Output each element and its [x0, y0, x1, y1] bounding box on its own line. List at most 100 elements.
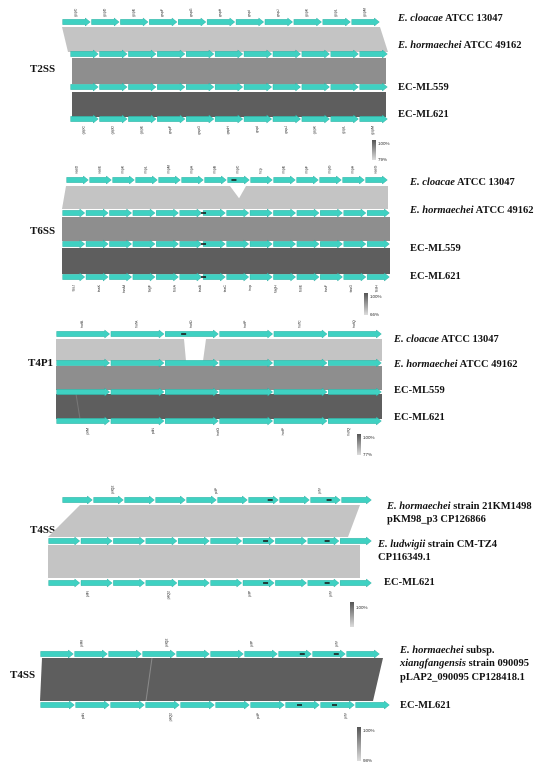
gene-name-label: tssB [198, 284, 202, 292]
gene-arrow [320, 700, 355, 710]
gene-arrow [56, 358, 111, 368]
gene-name-label: tssM [122, 285, 126, 293]
gene-arrow [273, 175, 296, 185]
gene-arrow [250, 700, 285, 710]
intergenic-gap-marker [201, 243, 207, 245]
gene-arrow [110, 358, 165, 368]
gene-arrow [243, 49, 273, 59]
gene-arrow [109, 239, 133, 249]
link-t4p1-3 [56, 394, 382, 419]
gene-arrow [219, 387, 274, 397]
strain-name-part: E. hormaechei [397, 40, 462, 51]
strain-name-part: E. hormaechei [399, 645, 464, 656]
gene-arrow [330, 114, 359, 124]
strain-label: E. hormaechei subsp. [399, 645, 495, 656]
legend-max: 100% [363, 435, 375, 440]
strain-label: E. ludwigii strain CM-TZ4 [377, 539, 498, 550]
gene-name-label: gspI [247, 10, 251, 17]
intergenic-gap-marker [333, 653, 339, 655]
gene-name-label: gspH [226, 126, 230, 135]
intergenic-gap-marker [263, 540, 269, 542]
gene-arrow [178, 17, 207, 27]
gene-arrow [48, 578, 81, 588]
gene-name-label: gspF [160, 8, 164, 17]
gene-name-label: tssK [97, 284, 101, 292]
track-t6ss-ehormaechei [62, 208, 390, 218]
gene-arrow [293, 17, 322, 27]
gene-arrow [149, 17, 178, 27]
gene-labels-t4ss-b-top: pilM pilQ2 pilP pilV [80, 639, 339, 647]
gene-name-label: pilV [317, 487, 321, 494]
gene-arrow [296, 208, 320, 218]
gene-arrow [93, 495, 124, 505]
gene-name-label: hofQ [346, 428, 350, 436]
gene-name-label: impH [351, 165, 355, 174]
gene-name-label: hofC [298, 320, 302, 328]
strain-name-part: CP116349.1 [378, 552, 431, 563]
gene-arrow [296, 239, 320, 249]
gene-arrow [275, 578, 307, 588]
strain-name-part: EC-ML559 [410, 243, 461, 254]
gene-arrow [248, 495, 279, 505]
strain-label-line2: CP116349.1 [378, 552, 431, 563]
gene-arrow [366, 239, 390, 249]
track-t2ss-ecml559 [70, 82, 388, 92]
gene-arrow [156, 272, 179, 282]
gene-arrow [85, 239, 109, 249]
gene-labels-t4p1-top: hofB hofA hofD hofP hofC hofQ [80, 320, 356, 328]
strain-label: EC-ML621 [394, 412, 445, 423]
gene-arrow [109, 272, 133, 282]
identity-legend-t2ss: 100% 79% [372, 140, 390, 162]
gene-name-label: gspM [363, 8, 367, 17]
legend-max: 100% [378, 141, 390, 146]
gene-name-label: pilP [256, 712, 260, 719]
gene-arrow [330, 82, 359, 92]
gene-labels-t4ss-b-bottom: pilN pilQ2 pilP pilV [81, 712, 348, 721]
gene-name-label: impG [328, 165, 332, 174]
gene-arrow [186, 82, 215, 92]
gene-name-label: gspL [334, 9, 338, 17]
legend-min: 66% [370, 312, 379, 317]
gene-arrow [279, 495, 310, 505]
identity-legend-t6ss: 100% 66% [364, 293, 382, 317]
gene-arrow [320, 239, 343, 249]
strain-label-line2: xiangfangensis strain 090095 [399, 658, 529, 669]
gene-arrow [310, 495, 341, 505]
gene-arrow [120, 17, 149, 27]
gene-arrow [249, 272, 273, 282]
gene-arrow [343, 272, 367, 282]
strain-name-part: strain CM-TZ4 [428, 539, 498, 550]
gene-arrow [145, 700, 180, 710]
legend-max: 100% [370, 294, 382, 299]
gene-name-label: pilQ2 [168, 713, 172, 721]
gene-name-label: pilP [214, 487, 218, 494]
gene-arrow [359, 49, 388, 59]
gene-arrow [89, 175, 112, 185]
gene-arrow [273, 358, 328, 368]
identity-legend-t4p1: 100% 77% [357, 434, 375, 457]
gene-name-label: gspC [81, 126, 85, 135]
gene-arrow [132, 208, 156, 218]
gene-arrow [165, 329, 219, 339]
track-t2ss-ecloacae [62, 17, 380, 27]
gene-arrow [202, 272, 226, 282]
identity-gradient-bar [350, 602, 354, 627]
gene-name-label: gspF [168, 125, 172, 134]
gene-name-label: hofD [189, 320, 193, 328]
gene-arrow [157, 114, 186, 124]
gene-name-label: pilQ2 [111, 486, 115, 494]
link-t4ss-a-1 [48, 505, 360, 537]
strain-label: EC-ML559 [410, 243, 461, 254]
strain-name-part: subsp. [464, 645, 495, 656]
strain-name-part: E. hormaechei [393, 359, 458, 370]
strain-name-part: EC-ML621 [410, 271, 461, 282]
gene-arrow [70, 82, 99, 92]
track-t4ss-a-cmtz4 [48, 536, 372, 546]
strain-name-part: E. ludwigii [377, 539, 428, 550]
track-t4p1-ecml621 [56, 416, 382, 426]
strain-label: E. hormaechei ATCC 49162 [397, 40, 522, 51]
gene-arrow [214, 82, 244, 92]
gene-arrow [365, 175, 388, 185]
gene-arrow [99, 82, 128, 92]
gene-arrow [330, 49, 359, 59]
